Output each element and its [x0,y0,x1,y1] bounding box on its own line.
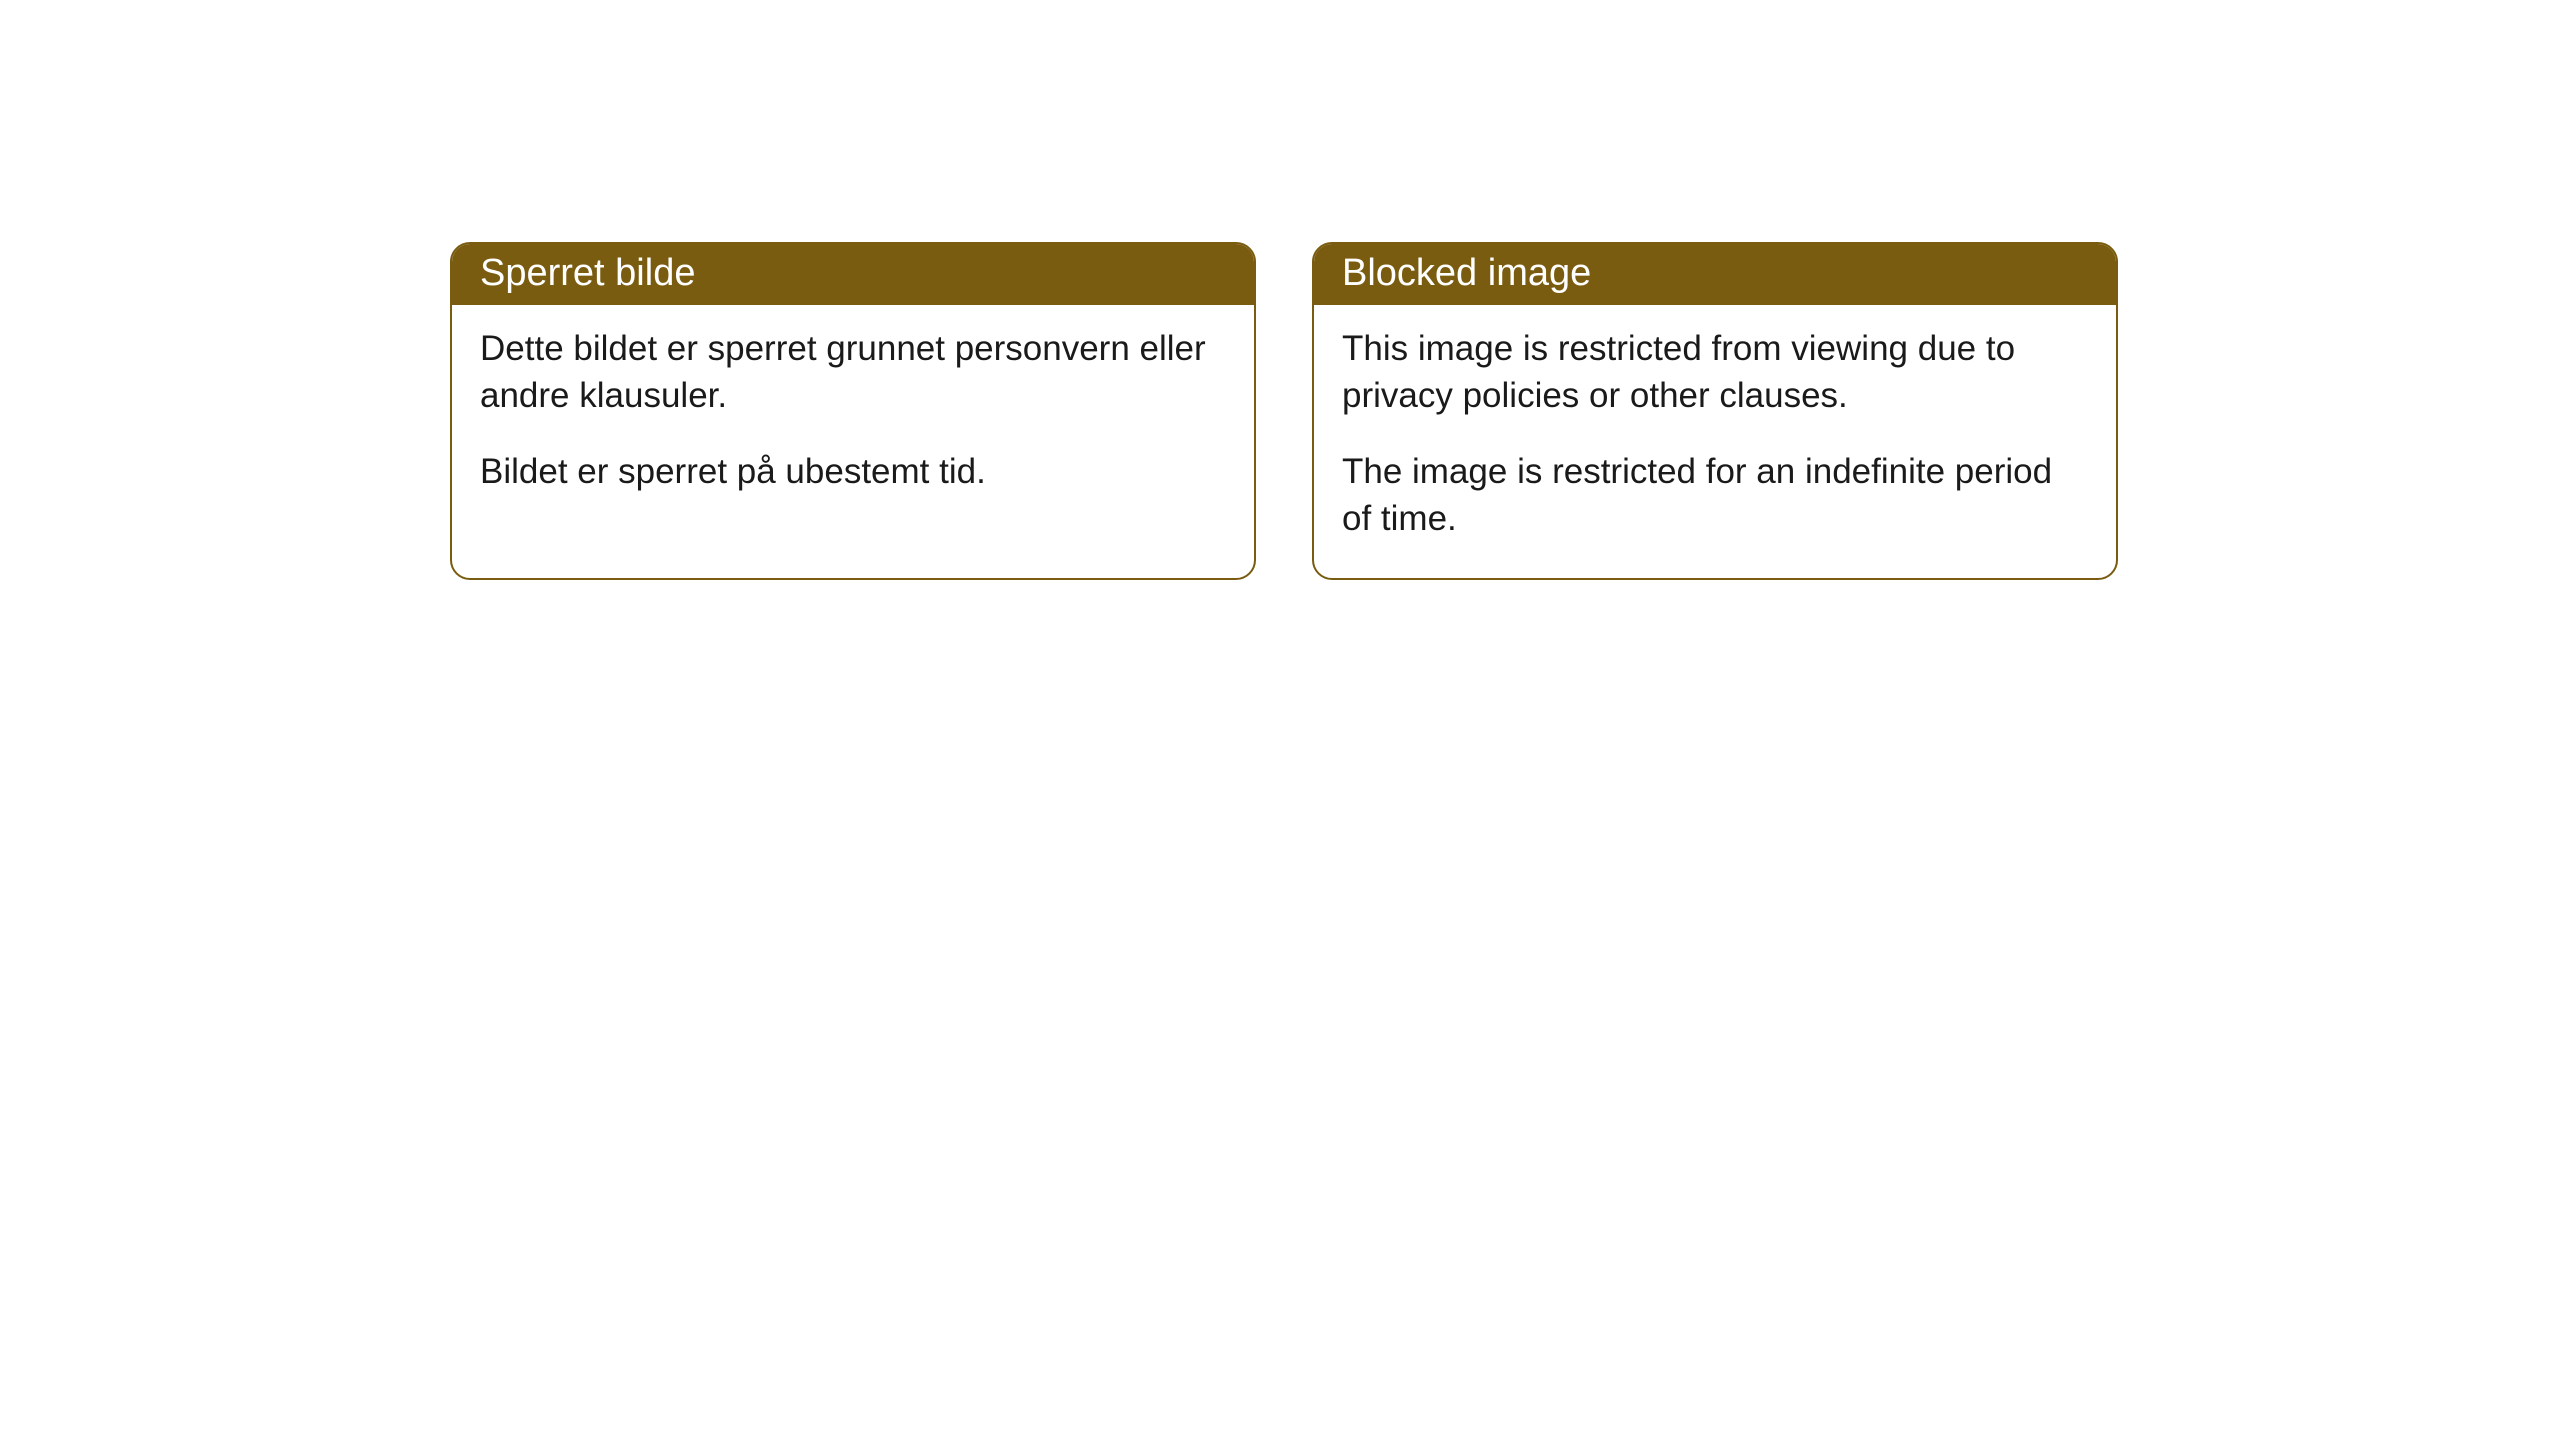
blocked-image-card-norwegian: Sperret bilde Dette bildet er sperret gr… [450,242,1256,580]
card-paragraph: Dette bildet er sperret grunnet personve… [480,325,1226,420]
card-title: Sperret bilde [480,252,695,294]
card-paragraph: The image is restricted for an indefinit… [1342,448,2088,543]
notice-cards-container: Sperret bilde Dette bildet er sperret gr… [450,242,2118,580]
card-title: Blocked image [1342,252,1591,294]
card-body: Dette bildet er sperret grunnet personve… [452,305,1254,531]
card-header: Blocked image [1314,244,2116,305]
card-header: Sperret bilde [452,244,1254,305]
blocked-image-card-english: Blocked image This image is restricted f… [1312,242,2118,580]
card-paragraph: This image is restricted from viewing du… [1342,325,2088,420]
card-paragraph: Bildet er sperret på ubestemt tid. [480,448,1226,495]
card-body: This image is restricted from viewing du… [1314,305,2116,578]
